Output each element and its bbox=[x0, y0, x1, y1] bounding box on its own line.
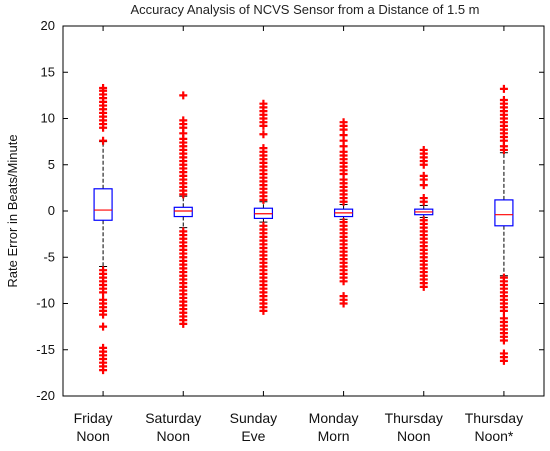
x-category-label: Monday bbox=[309, 410, 359, 426]
outlier-marker bbox=[419, 216, 428, 225]
x-category-label: Noon bbox=[76, 428, 109, 444]
outliers-group bbox=[259, 99, 268, 315]
outliers-group bbox=[99, 83, 108, 375]
y-tick-label: -10 bbox=[36, 296, 55, 311]
outliers-group bbox=[499, 84, 508, 365]
outlier-marker bbox=[499, 96, 508, 104]
y-axis: 20 15 10 5 0 -5 -10 -15 -20 bbox=[36, 18, 544, 403]
outlier-marker bbox=[259, 144, 268, 153]
box-iqr bbox=[173, 206, 193, 218]
box-group bbox=[414, 26, 434, 396]
box-iqr bbox=[93, 188, 113, 221]
outlier-marker bbox=[339, 292, 348, 301]
x-category-label: Noon* bbox=[474, 428, 513, 444]
box-group bbox=[333, 26, 354, 396]
outlier-marker bbox=[179, 91, 188, 100]
boxes-group bbox=[93, 26, 514, 396]
outlier-marker bbox=[419, 171, 428, 180]
outlier-marker bbox=[259, 221, 268, 230]
y-tick-label: 10 bbox=[41, 111, 55, 126]
outliers-group bbox=[419, 145, 428, 291]
outlier-marker bbox=[339, 118, 348, 127]
x-category-label: Saturday bbox=[145, 410, 201, 426]
outlier-marker bbox=[99, 266, 108, 275]
y-tick-label: 0 bbox=[48, 203, 55, 218]
outliers-group bbox=[339, 118, 348, 308]
x-category-label: Thursday bbox=[465, 410, 523, 426]
plot-area bbox=[62, 25, 545, 397]
chart-title: Accuracy Analysis of NCVS Sensor from a … bbox=[131, 2, 480, 17]
outlier-marker bbox=[179, 116, 188, 125]
outlier-marker bbox=[179, 227, 188, 236]
y-tick-label: 15 bbox=[41, 64, 55, 79]
box-group bbox=[173, 26, 193, 396]
outlier-marker bbox=[99, 322, 108, 331]
outlier-marker bbox=[499, 84, 508, 93]
outlier-marker bbox=[339, 218, 348, 227]
box-group bbox=[494, 26, 514, 396]
outlier-marker bbox=[99, 83, 108, 92]
outlier-marker bbox=[99, 295, 108, 304]
y-tick-label: -20 bbox=[36, 388, 55, 403]
y-tick-label: 5 bbox=[48, 157, 55, 172]
outlier-marker bbox=[99, 136, 108, 145]
box-group bbox=[253, 26, 274, 396]
x-category-label: Morn bbox=[318, 428, 350, 444]
y-axis-label: Rate Error in Beats/Minute bbox=[5, 134, 20, 287]
box-iqr bbox=[494, 199, 514, 227]
x-category-label: Eve bbox=[241, 428, 265, 444]
x-category-label: Friday bbox=[74, 410, 113, 426]
outlier-marker bbox=[419, 194, 428, 203]
x-category-label: Sunday bbox=[230, 410, 277, 426]
x-category-label: Noon bbox=[157, 428, 190, 444]
outlier-marker bbox=[99, 343, 108, 352]
x-category-label: Noon bbox=[397, 428, 430, 444]
outlier-marker bbox=[499, 349, 508, 358]
outliers-group bbox=[179, 91, 188, 328]
y-tick-label: 20 bbox=[41, 18, 55, 33]
box-group bbox=[93, 26, 113, 396]
outlier-marker bbox=[499, 273, 508, 282]
y-tick-label: -15 bbox=[36, 342, 55, 357]
outlier-marker bbox=[259, 99, 268, 108]
outlier-marker bbox=[419, 145, 428, 154]
y-tick-label: -5 bbox=[43, 249, 55, 264]
outlier-marker bbox=[499, 314, 508, 323]
outlier-marker bbox=[259, 130, 268, 139]
x-axis-labels: Friday Noon Saturday Noon Sunday Eve Monday Mor… bbox=[74, 410, 523, 444]
x-category-label: Thursday bbox=[385, 410, 443, 426]
